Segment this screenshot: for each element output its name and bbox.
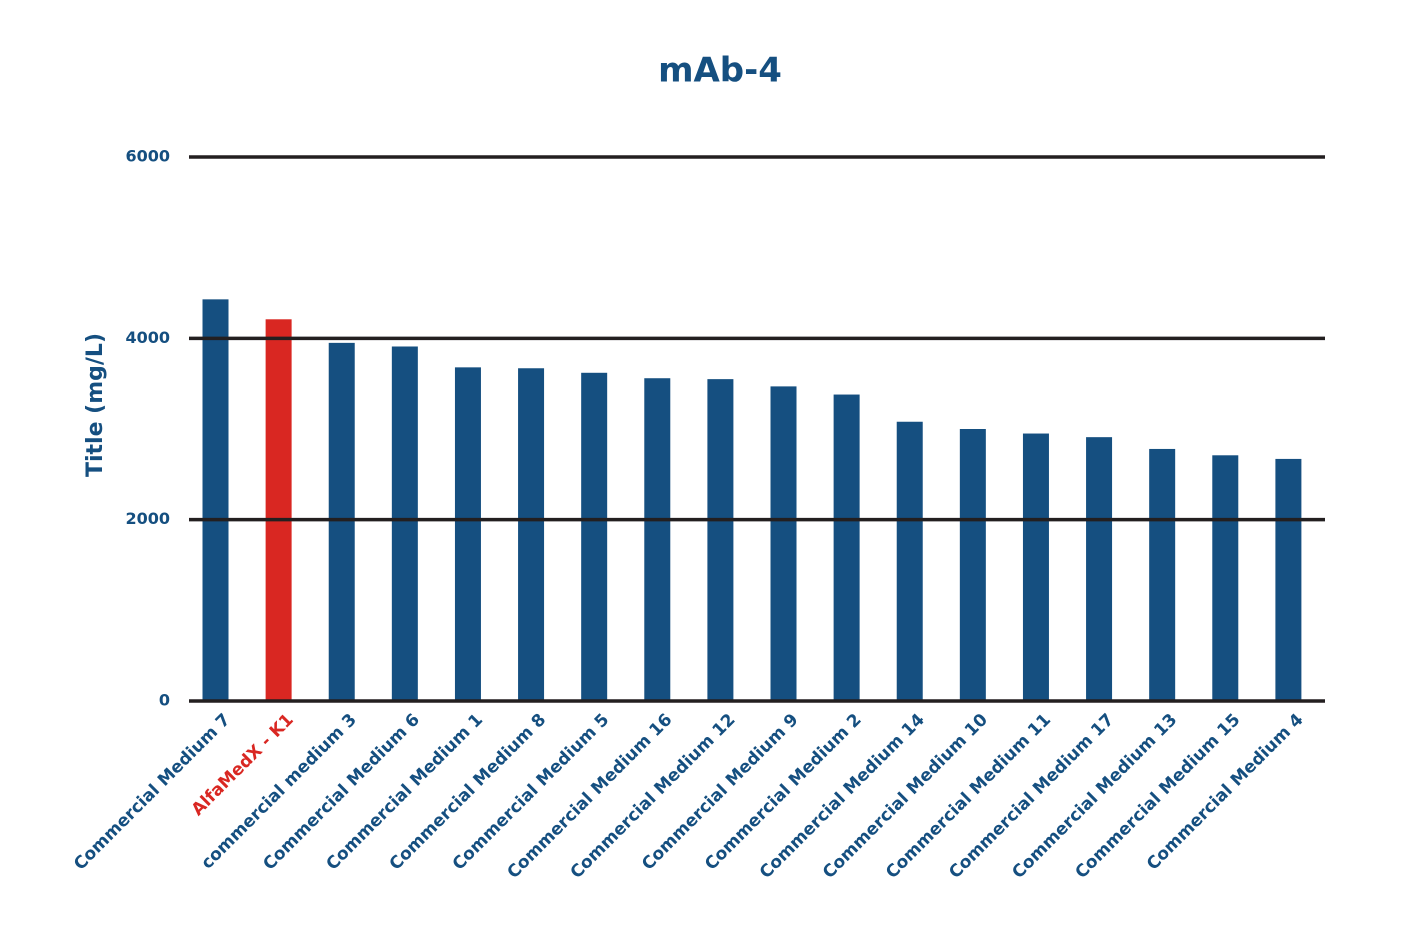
bar bbox=[202, 299, 229, 701]
bar bbox=[1275, 458, 1302, 701]
bar bbox=[1022, 433, 1049, 701]
bar bbox=[1149, 448, 1176, 701]
bar bbox=[581, 372, 608, 701]
bar bbox=[644, 378, 671, 701]
bar bbox=[1212, 455, 1239, 701]
y-axis-title: Title (mg/L) bbox=[83, 333, 108, 477]
y-tick-label: 0 bbox=[159, 691, 170, 710]
bar bbox=[959, 429, 986, 701]
bar bbox=[707, 379, 734, 701]
bar bbox=[833, 394, 860, 701]
y-tick-label: 2000 bbox=[125, 509, 170, 528]
y-tick-label: 6000 bbox=[125, 147, 170, 166]
bar bbox=[1086, 437, 1113, 701]
bar bbox=[265, 319, 292, 701]
chart-title: mAb-4 bbox=[658, 51, 782, 91]
bar bbox=[328, 342, 355, 701]
bar bbox=[454, 367, 481, 701]
y-tick-label: 4000 bbox=[125, 328, 170, 347]
bar bbox=[391, 346, 418, 701]
bar bbox=[518, 368, 545, 701]
bar bbox=[896, 421, 923, 701]
bar bbox=[770, 386, 797, 701]
